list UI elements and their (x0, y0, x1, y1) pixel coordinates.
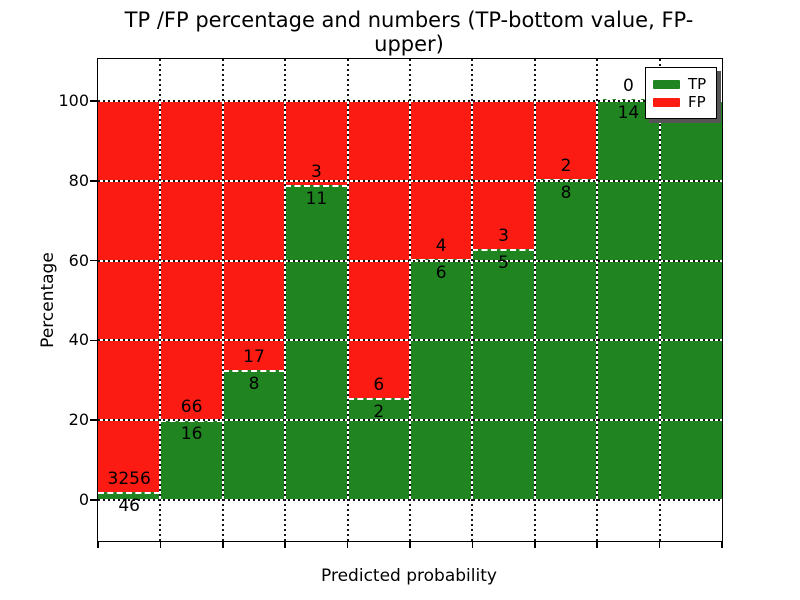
y-tick-label: 40 (68, 330, 89, 350)
tp-bar-segment (659, 99, 722, 500)
legend-label-fp: FP (688, 93, 706, 111)
plot-area: 325646661617831162463528014013 0.00.10.2… (58, 58, 723, 548)
legend: TP FP (645, 67, 717, 119)
x-tick-mark (159, 541, 162, 548)
x-tick-mark (658, 541, 661, 548)
vertical-gridline (221, 59, 224, 541)
tp-count-label: 5 (498, 252, 510, 273)
x-tick-mark (222, 541, 224, 548)
y-tick-mark (89, 100, 97, 102)
vertical-gridline (596, 59, 599, 541)
x-tick-mark (721, 541, 723, 548)
x-tick-mark (284, 541, 286, 548)
y-axis-label: Percentage (38, 252, 58, 348)
tp-count-label: 2 (373, 402, 385, 423)
tp-bar-segment (222, 370, 286, 500)
vertical-gridline (658, 59, 661, 541)
tp-count-label: 16 (180, 424, 203, 445)
x-axis-label: Predicted probability (321, 566, 497, 586)
fp-count-label: 0 (622, 76, 634, 96)
tp-count-label: 14 (617, 103, 640, 123)
fp-count-label: 2 (560, 155, 572, 176)
fp-swatch-icon (653, 97, 680, 107)
chart-title-line1: TP /FP percentage and numbers (TP-bottom… (124, 8, 694, 56)
y-tick-mark (89, 419, 97, 421)
fp-count-label: 4 (435, 235, 447, 256)
legend-label-tp: TP (688, 75, 707, 93)
fp-bar-segment (285, 101, 348, 187)
fp-count-label: 66 (180, 397, 203, 418)
y-tick-label: 20 (68, 410, 89, 430)
fp-bar-segment (98, 101, 161, 495)
tp-count-label: 11 (305, 188, 328, 209)
fp-bar-segment (534, 101, 598, 181)
legend-item-fp: FP (653, 94, 709, 110)
fp-bar-segment (472, 101, 535, 251)
vertical-gridline (471, 59, 474, 541)
vertical-gridline (346, 59, 349, 541)
x-tick-mark (596, 541, 598, 548)
x-tick-mark (346, 541, 349, 548)
x-tick-mark (409, 541, 411, 548)
tp-count-label: 8 (248, 374, 260, 395)
vertical-gridline (409, 59, 411, 541)
legend-item-tp: TP (653, 76, 709, 92)
vertical-gridline (284, 59, 287, 541)
vertical-gridline (533, 59, 536, 541)
tp-bar-segment (597, 99, 660, 500)
fp-count-label: 3 (498, 225, 510, 246)
fp-count-label: 3 (310, 161, 322, 182)
tp-bar-segment (472, 248, 535, 500)
x-tick-mark (97, 541, 99, 548)
y-tick-label: 80 (68, 170, 89, 190)
tp-bar-segment (98, 492, 161, 500)
y-tick-label: 100 (58, 91, 89, 110)
fp-bar-segment (347, 101, 410, 401)
tp-bar-segment (160, 420, 223, 500)
x-tick-mark (534, 541, 536, 548)
fp-count-label: 17 (243, 347, 265, 368)
y-tick-label: 60 (68, 250, 89, 270)
vertical-gridline (159, 59, 162, 541)
tp-swatch-icon (653, 79, 680, 89)
tp-count-label: 6 (435, 262, 447, 283)
y-tick-mark (89, 499, 97, 501)
y-tick-mark (89, 259, 97, 262)
tp-bar-segment (347, 398, 410, 500)
fp-bar-segment (222, 101, 286, 373)
y-tick-label: 0 (78, 490, 89, 509)
tp-count-label: 8 (560, 182, 572, 203)
fp-count-label: 3256 (107, 469, 151, 490)
x-tick-mark (471, 541, 474, 548)
y-tick-mark (89, 180, 97, 182)
tp-count-label: 46 (118, 496, 141, 517)
y-tick-mark (89, 339, 97, 342)
tp-bar-segment (410, 258, 473, 500)
fp-count-label: 6 (373, 375, 385, 396)
tp-bar-segment (285, 184, 348, 500)
